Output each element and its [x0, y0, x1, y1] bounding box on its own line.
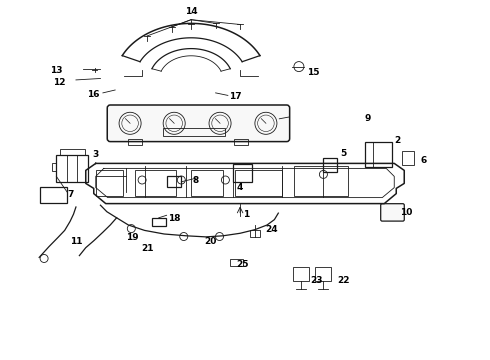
Bar [56, 155, 88, 182]
Bar [294, 267, 309, 281]
FancyBboxPatch shape [107, 105, 290, 141]
Text: 18: 18 [168, 215, 180, 223]
Text: 11: 11 [70, 237, 82, 246]
Bar [316, 267, 331, 281]
Text: 24: 24 [266, 225, 278, 234]
Bar [233, 164, 252, 182]
Bar [96, 170, 122, 195]
Text: 14: 14 [185, 7, 197, 16]
Bar [51, 163, 56, 171]
Bar [40, 187, 67, 203]
Text: 16: 16 [87, 90, 99, 99]
Text: 17: 17 [229, 92, 242, 101]
Text: 4: 4 [237, 183, 244, 192]
Text: 1: 1 [243, 210, 249, 219]
Bar [365, 142, 392, 167]
FancyBboxPatch shape [381, 204, 404, 221]
Text: 25: 25 [236, 260, 249, 269]
Bar [235, 170, 282, 195]
Bar [234, 139, 248, 145]
Bar [163, 128, 225, 136]
Bar [152, 218, 166, 226]
Bar [135, 170, 176, 195]
Bar [323, 158, 337, 172]
Text: 23: 23 [310, 276, 322, 285]
Bar [294, 166, 348, 195]
Bar [250, 230, 260, 237]
Text: 20: 20 [204, 238, 217, 247]
Text: 19: 19 [126, 233, 139, 242]
Text: 13: 13 [50, 66, 63, 75]
Bar [167, 176, 181, 187]
Text: 7: 7 [68, 190, 74, 199]
Text: 8: 8 [193, 176, 199, 185]
Text: 12: 12 [52, 78, 65, 87]
Text: 3: 3 [93, 150, 98, 159]
Bar [230, 259, 243, 266]
Bar [128, 139, 142, 145]
Text: 21: 21 [141, 244, 153, 253]
Text: 6: 6 [421, 156, 427, 165]
Text: 9: 9 [364, 114, 371, 123]
Text: 15: 15 [307, 68, 320, 77]
Text: 10: 10 [400, 208, 413, 217]
Bar [402, 151, 414, 165]
Bar [191, 170, 223, 195]
Text: 22: 22 [337, 276, 349, 285]
Bar [60, 149, 85, 155]
Text: 2: 2 [394, 136, 400, 145]
Text: 5: 5 [340, 149, 346, 158]
